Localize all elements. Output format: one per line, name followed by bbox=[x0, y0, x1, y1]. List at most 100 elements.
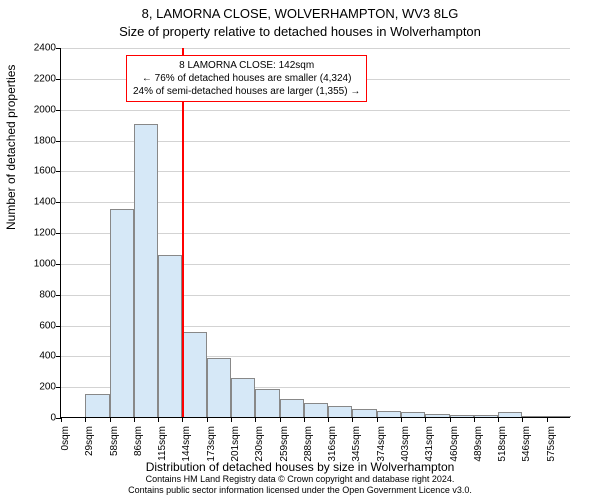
ytick-label: 2400 bbox=[34, 43, 56, 54]
ytick-label: 1200 bbox=[34, 228, 56, 239]
annotation-box: 8 LAMORNA CLOSE: 142sqm ← 76% of detache… bbox=[126, 55, 367, 102]
xtick-label: 518sqm bbox=[497, 426, 508, 466]
xtick-mark bbox=[85, 417, 86, 422]
xtick-mark bbox=[352, 417, 353, 422]
xtick-mark bbox=[182, 417, 183, 422]
xtick-label: 0sqm bbox=[60, 426, 71, 466]
histogram-bar bbox=[328, 406, 352, 417]
histogram-bar bbox=[377, 411, 401, 417]
ytick-label: 0 bbox=[50, 413, 56, 424]
ytick-label: 400 bbox=[39, 351, 56, 362]
xtick-mark bbox=[110, 417, 111, 422]
xtick-label: 86sqm bbox=[133, 426, 144, 466]
histogram-bar bbox=[522, 416, 546, 417]
ytick-mark bbox=[56, 141, 61, 142]
xtick-label: 489sqm bbox=[473, 426, 484, 466]
grid-line bbox=[61, 110, 570, 111]
histogram-bar bbox=[207, 358, 231, 417]
xtick-mark bbox=[498, 417, 499, 422]
xtick-label: 201sqm bbox=[230, 426, 241, 466]
xtick-mark bbox=[401, 417, 402, 422]
xtick-mark bbox=[134, 417, 135, 422]
ytick-label: 800 bbox=[39, 289, 56, 300]
ytick-mark bbox=[56, 171, 61, 172]
histogram-bar bbox=[85, 394, 109, 417]
ytick-label: 200 bbox=[39, 382, 56, 393]
xtick-label: 374sqm bbox=[376, 426, 387, 466]
ytick-label: 1000 bbox=[34, 258, 56, 269]
ytick-label: 1800 bbox=[34, 135, 56, 146]
histogram-bar bbox=[110, 209, 134, 417]
histogram-bar bbox=[255, 389, 279, 417]
ytick-mark bbox=[56, 110, 61, 111]
xtick-mark bbox=[304, 417, 305, 422]
xtick-label: 288sqm bbox=[303, 426, 314, 466]
histogram-bar bbox=[474, 415, 498, 417]
xtick-mark bbox=[474, 417, 475, 422]
xtick-label: 345sqm bbox=[351, 426, 362, 466]
ytick-mark bbox=[56, 326, 61, 327]
ytick-mark bbox=[56, 264, 61, 265]
plot-area: 8 LAMORNA CLOSE: 142sqm ← 76% of detache… bbox=[60, 48, 570, 418]
histogram-bar bbox=[352, 409, 376, 417]
ytick-mark bbox=[56, 79, 61, 80]
xtick-mark bbox=[328, 417, 329, 422]
ytick-mark bbox=[56, 295, 61, 296]
annotation-line1: 8 LAMORNA CLOSE: 142sqm bbox=[133, 59, 360, 72]
xtick-label: 460sqm bbox=[449, 426, 460, 466]
xtick-label: 403sqm bbox=[400, 426, 411, 466]
ytick-mark bbox=[56, 48, 61, 49]
histogram-bar bbox=[547, 416, 571, 417]
xtick-mark bbox=[61, 417, 62, 422]
histogram-bar bbox=[450, 415, 474, 417]
xtick-label: 316sqm bbox=[327, 426, 338, 466]
xtick-mark bbox=[522, 417, 523, 422]
xtick-mark bbox=[450, 417, 451, 422]
ytick-mark bbox=[56, 356, 61, 357]
xtick-mark bbox=[207, 417, 208, 422]
xtick-mark bbox=[255, 417, 256, 422]
annotation-line3: 24% of semi-detached houses are larger (… bbox=[133, 85, 360, 98]
xtick-label: 58sqm bbox=[109, 426, 120, 466]
ytick-mark bbox=[56, 387, 61, 388]
xtick-label: 144sqm bbox=[181, 426, 192, 466]
xtick-label: 29sqm bbox=[84, 426, 95, 466]
grid-line bbox=[61, 48, 570, 49]
histogram-bar bbox=[182, 332, 206, 417]
ytick-label: 1400 bbox=[34, 197, 56, 208]
xtick-label: 431sqm bbox=[424, 426, 435, 466]
credit-line1: Contains HM Land Registry data © Crown c… bbox=[0, 474, 600, 485]
chart-title-sub: Size of property relative to detached ho… bbox=[0, 24, 600, 39]
annotation-line2: ← 76% of detached houses are smaller (4,… bbox=[133, 72, 360, 85]
ytick-label: 2200 bbox=[34, 73, 56, 84]
histogram-bar bbox=[401, 412, 425, 417]
chart-title-main: 8, LAMORNA CLOSE, WOLVERHAMPTON, WV3 8LG bbox=[0, 6, 600, 21]
xtick-label: 230sqm bbox=[254, 426, 265, 466]
histogram-bar bbox=[231, 378, 255, 417]
ytick-mark bbox=[56, 233, 61, 234]
marker-line bbox=[182, 48, 184, 417]
chart-container: 8, LAMORNA CLOSE, WOLVERHAMPTON, WV3 8LG… bbox=[0, 0, 600, 500]
credit-line2: Contains public sector information licen… bbox=[0, 485, 600, 496]
y-axis-label: Number of detached properties bbox=[4, 65, 18, 230]
xtick-mark bbox=[425, 417, 426, 422]
xtick-mark bbox=[231, 417, 232, 422]
xtick-label: 546sqm bbox=[521, 426, 532, 466]
xtick-mark bbox=[158, 417, 159, 422]
histogram-bar bbox=[134, 124, 158, 417]
histogram-bar bbox=[158, 255, 182, 417]
ytick-label: 1600 bbox=[34, 166, 56, 177]
ytick-label: 600 bbox=[39, 320, 56, 331]
xtick-label: 115sqm bbox=[157, 426, 168, 466]
xtick-mark bbox=[547, 417, 548, 422]
xtick-label: 259sqm bbox=[279, 426, 290, 466]
xtick-mark bbox=[377, 417, 378, 422]
histogram-bar bbox=[498, 412, 522, 417]
ytick-label: 2000 bbox=[34, 104, 56, 115]
xtick-label: 173sqm bbox=[206, 426, 217, 466]
histogram-bar bbox=[304, 403, 328, 417]
ytick-mark bbox=[56, 202, 61, 203]
histogram-bar bbox=[280, 399, 304, 418]
xtick-mark bbox=[280, 417, 281, 422]
histogram-bar bbox=[425, 414, 449, 417]
